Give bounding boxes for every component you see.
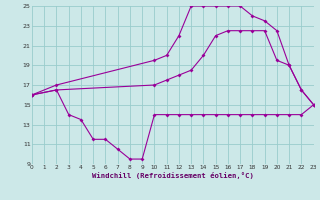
X-axis label: Windchill (Refroidissement éolien,°C): Windchill (Refroidissement éolien,°C) [92, 172, 254, 179]
